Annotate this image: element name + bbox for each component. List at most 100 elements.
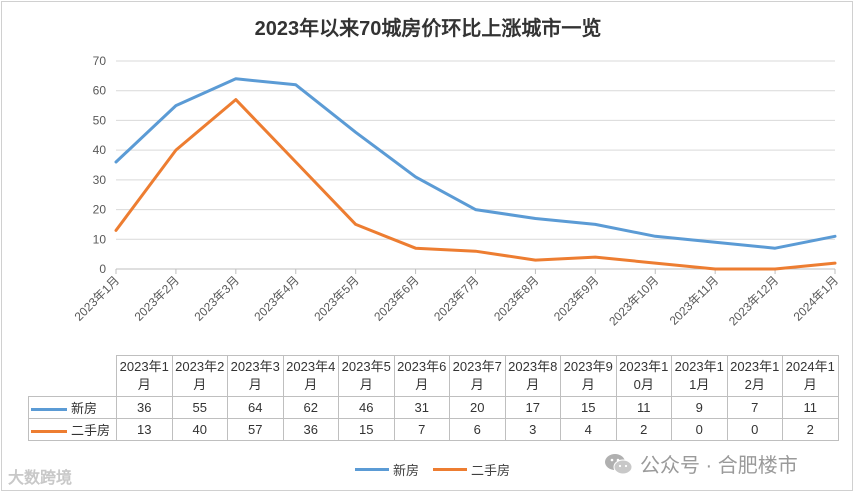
legend-swatch: [433, 468, 468, 471]
x-tick-label: 2023年8月: [491, 273, 541, 323]
x-tick-label: 2023年6月: [371, 273, 421, 323]
legend-item: 二手房: [433, 460, 510, 479]
table-header-line2: 0月: [633, 377, 654, 392]
table-header-line2: 月: [304, 377, 318, 392]
data-point: [774, 268, 776, 270]
data-point: [534, 259, 537, 261]
table-cell: 7: [393, 418, 450, 441]
table-cell: 11: [615, 396, 672, 419]
table-header-line1: 2023年1: [619, 359, 669, 374]
table-header-line1: 2023年3: [230, 359, 280, 374]
table-header-line1: 2024年1: [785, 359, 835, 374]
data-point: [295, 84, 297, 86]
table-cell: 64: [227, 396, 284, 419]
legend-label: 新房: [393, 463, 420, 478]
data-point: [714, 268, 716, 270]
legend: 新房 二手房: [355, 460, 524, 479]
x-tick-label: 2023年3月: [191, 273, 241, 323]
table-header-line1: 2023年1: [730, 359, 780, 374]
data-point: [295, 161, 297, 163]
data-point: [414, 176, 417, 178]
table-cell: 15: [338, 418, 395, 441]
data-point: [414, 247, 417, 249]
table-header-line2: 月: [193, 377, 207, 392]
table-cell: 46: [338, 396, 395, 419]
table-cell: 62: [282, 396, 339, 419]
table-cell: 0: [726, 418, 783, 441]
table-header-line1: 2023年5: [341, 359, 391, 374]
table-cell: 15: [560, 396, 617, 419]
table-series-label: 新房: [28, 396, 117, 419]
x-tick-label: 2023年11月: [667, 273, 722, 328]
table-cell: 57: [227, 418, 284, 441]
wechat-icon: [605, 453, 633, 474]
x-tick-label: 2023年12月: [726, 273, 781, 328]
table-header-cell: 2023年6 月: [393, 355, 450, 397]
table-cell: 4: [560, 418, 617, 441]
y-tick-label: 70: [93, 54, 107, 68]
table-header-line1: 2023年1: [674, 359, 724, 374]
table-series-label: 二手房: [28, 418, 117, 441]
legend-label: 二手房: [471, 463, 511, 478]
x-tick-label: 2024年1月: [791, 273, 841, 323]
table-cell: 36: [116, 396, 173, 419]
table-cell: 3: [504, 418, 561, 441]
series-name: 新房: [71, 401, 98, 416]
table-header-line1: 2023年6: [397, 359, 447, 374]
table-header-line2: 1月: [689, 377, 710, 392]
table-cell: 2: [782, 418, 839, 441]
table-header-line1: 2023年9: [563, 359, 613, 374]
y-tick-label: 20: [93, 203, 107, 217]
chart-title: 2023年以来70城房价环比上涨城市一览: [254, 18, 602, 40]
data-point: [355, 131, 357, 133]
table-cell: 13: [116, 418, 173, 441]
data-point: [654, 262, 656, 264]
table-header-line2: 月: [359, 377, 373, 392]
table-header-line2: 月: [581, 377, 595, 392]
watermark-right: 公众号 · 合肥楼市: [604, 449, 798, 478]
table-header-line2: 月: [526, 377, 540, 392]
table-row: 新房 36 55 64 62 46 31 20 17 15 11 9 7 11: [28, 396, 839, 419]
table-header-line2: 月: [803, 377, 817, 392]
data-point: [774, 247, 776, 249]
table-cell: 55: [171, 396, 228, 419]
data-point: [534, 217, 537, 220]
table-cell: 6: [449, 418, 506, 441]
x-tick-label: 2023年9月: [551, 273, 601, 323]
table-header-cell: 2023年4 月: [282, 355, 339, 397]
table-cell: 36: [282, 418, 339, 441]
table-header-line1: 2023年2: [175, 359, 225, 374]
watermark-right-text: 公众号 · 合肥楼市: [640, 455, 798, 477]
x-tick-label: 2023年4月: [251, 273, 301, 323]
table-row: 二手房 13 40 57 36 15 7 6 3 4 2 0 0 2: [28, 418, 839, 441]
series-line-1: [114, 77, 837, 250]
data-point: [355, 223, 357, 226]
data-point: [474, 208, 477, 211]
legend-key-line: [31, 408, 67, 412]
data-point: [115, 229, 117, 231]
table-header-cell: 2023年2 月: [171, 355, 228, 397]
table-header-cell: 2023年5 月: [338, 355, 395, 397]
table-header-cell: 2023年9 月: [560, 355, 617, 397]
y-tick-label: 0: [99, 262, 106, 276]
table-cell: 20: [449, 396, 506, 419]
table-header-cell: 2024年1 月: [782, 355, 839, 397]
table-header-row: 2023年1 月 2023年2 月 2023年3 月 2023年4 月 2023年5 月 2023年…: [29, 355, 839, 397]
table-header-cell: 2023年1 月: [116, 355, 173, 397]
y-tick-label: 30: [93, 173, 107, 187]
table-cell: 11: [782, 396, 839, 419]
series-name: 二手房: [71, 423, 111, 438]
table-corner: [29, 356, 117, 397]
table-header-line1: 2023年8: [508, 359, 558, 374]
legend-key-line: [31, 430, 67, 434]
data-point: [594, 223, 596, 226]
y-tick-label: 50: [93, 113, 107, 127]
data-point: [175, 149, 177, 151]
data-point: [654, 235, 656, 237]
table-header-cell: 2023年7 月: [449, 355, 506, 397]
table-cell: 40: [171, 418, 228, 441]
data-point: [594, 256, 596, 258]
x-tick-label: 2023年2月: [132, 273, 182, 323]
